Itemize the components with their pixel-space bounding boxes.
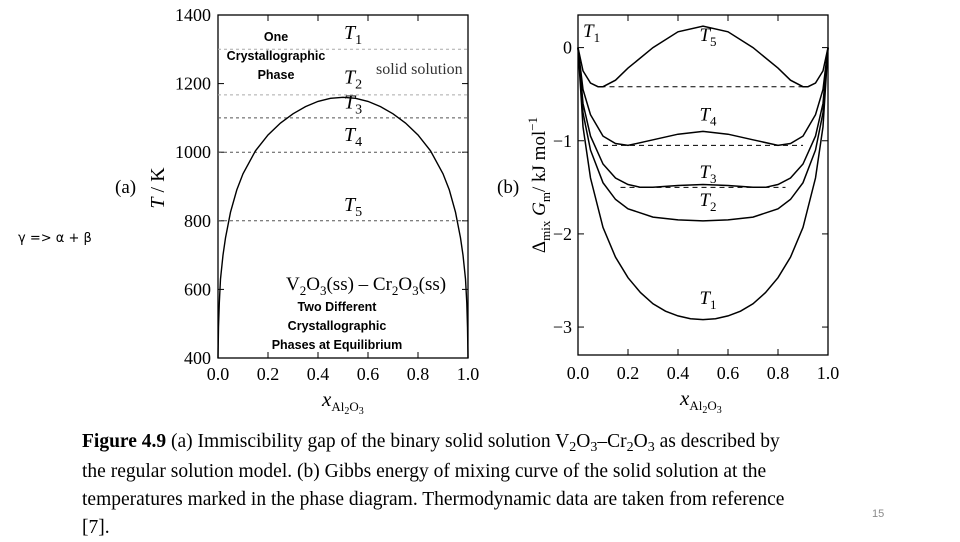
y-tick-label: 400 xyxy=(184,348,211,368)
gibbs-curve-T2 xyxy=(577,47,829,222)
panel-a-frame xyxy=(217,14,469,359)
temperature-label-T3: T3 xyxy=(344,91,362,117)
panel-a-label: (a) xyxy=(115,177,136,198)
panel-a-phase-diagram: 0.0 0.2 0.4 0.6 0.8 1.0 400 600 800 1000 1200 1400 T… xyxy=(115,5,479,417)
panel-b-gibbs-energy: 0.0 0.2 0.4 0.6 0.8 1.0 −3 −2 −1 0 T5 T4 T3 T2 T1 T1 (b)… xyxy=(497,14,840,416)
x-tick-label: 0.6 xyxy=(357,364,380,384)
caption-line-3: temperatures marked in the phase diagram… xyxy=(82,489,785,510)
one-phase-note-line: Phase xyxy=(258,68,295,82)
gibbs-curve-T5 xyxy=(577,25,829,88)
figure-caption: Figure 4.9 (a) Immiscibility gap of the … xyxy=(82,428,882,542)
panel-b-frame xyxy=(577,14,829,356)
gibbs-curve-T3 xyxy=(577,47,829,189)
curve-label-T1: T1 xyxy=(699,288,716,312)
page-number: 15 xyxy=(872,508,885,520)
corner-temperature-label: T1 xyxy=(583,21,600,45)
one-phase-note-line: Crystallographic xyxy=(227,49,326,63)
x-tick-label: 1.0 xyxy=(817,363,840,383)
curve-label-T3: T3 xyxy=(699,162,716,186)
y-axis-label: Δmix Gm/ kJ mol−1 xyxy=(525,117,553,253)
caption-label: Figure 4.9 xyxy=(82,431,167,452)
temperature-label-T5: T5 xyxy=(344,194,362,220)
x-tick-label: 0.8 xyxy=(767,363,790,383)
miscibility-gap-curve xyxy=(217,96,469,359)
y-axis-label: T / K xyxy=(147,167,169,209)
caption-line-4: [7]. xyxy=(82,517,110,538)
temperature-label-T4: T4 xyxy=(344,124,362,150)
figure-4-9: 0.0 0.2 0.4 0.6 0.8 1.0 400 600 800 1000 1200 1400 T… xyxy=(115,5,840,417)
y-tick-label: 1000 xyxy=(175,142,211,162)
curve-label-T5: T5 xyxy=(699,25,716,49)
x-axis-label: xAl2O3 xyxy=(679,386,722,416)
y-tick-label: 800 xyxy=(184,211,211,231)
x-axis-label: xAl2O3 xyxy=(321,387,364,417)
curve-label-T4: T4 xyxy=(699,104,717,128)
temperature-label-T2: T2 xyxy=(344,67,362,93)
gamma-reaction-note: γ => α + β xyxy=(18,231,92,246)
y-tick-label: −3 xyxy=(553,317,572,337)
temperature-label-T1: T1 xyxy=(344,22,362,48)
x-tick-label: 0.4 xyxy=(667,363,690,383)
annotation-overlay: One Crystallographic Phase Two Different Cry… xyxy=(227,30,403,352)
panel-b-label: (b) xyxy=(497,177,519,198)
y-tick-label: 1400 xyxy=(175,5,211,25)
y-tick-label: 0 xyxy=(563,38,572,58)
two-phase-note-line: Two Different xyxy=(298,300,378,314)
system-label: V2O3(ss) – Cr2O3(ss) xyxy=(286,274,446,298)
gibbs-curve-T4 xyxy=(577,47,829,147)
curve-label-T2: T2 xyxy=(699,190,716,214)
x-tick-label: 0.2 xyxy=(617,363,640,383)
caption-line-2: the regular solution model. (b) Gibbs en… xyxy=(82,461,767,482)
one-phase-note-line: One xyxy=(264,30,288,44)
y-tick-label: −2 xyxy=(553,224,572,244)
two-phase-note-line: Phases at Equilibrium xyxy=(272,338,403,352)
x-tick-label: 0.6 xyxy=(717,363,740,383)
caption-line-1: Figure 4.9 (a) Immiscibility gap of the … xyxy=(82,431,780,455)
y-tick-label: 600 xyxy=(184,279,211,299)
x-tick-label: 0.0 xyxy=(567,363,590,383)
x-tick-label: 0.2 xyxy=(257,364,280,384)
two-phase-note-line: Crystallographic xyxy=(288,319,387,333)
y-tick-label: 1200 xyxy=(175,74,211,94)
x-tick-label: 0.0 xyxy=(207,364,230,384)
x-tick-label: 0.8 xyxy=(407,364,430,384)
caption-line-1-text: (a) Immiscibility gap of the binary soli… xyxy=(166,431,570,452)
y-tick-label: −1 xyxy=(553,131,572,151)
gibbs-curve-T1 xyxy=(577,47,829,321)
x-tick-label: 0.4 xyxy=(307,364,330,384)
solid-solution-label: solid solution xyxy=(376,61,463,78)
x-tick-label: 1.0 xyxy=(457,364,480,384)
